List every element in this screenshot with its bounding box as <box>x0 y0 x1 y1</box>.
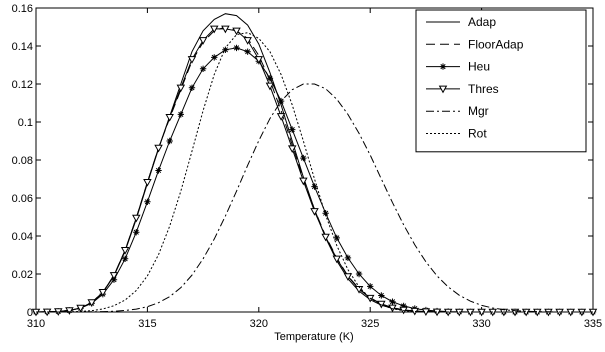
legend-label-rot: Rot <box>468 127 487 141</box>
data-point <box>299 177 308 186</box>
data-point <box>87 299 96 307</box>
data-point <box>120 247 130 255</box>
legend-marker <box>438 85 448 94</box>
y-tick-label: 0 <box>27 307 33 319</box>
data-point <box>333 234 340 242</box>
legend-label-heu: Heu <box>468 60 490 74</box>
data-point <box>143 179 152 187</box>
data-point <box>76 304 85 313</box>
series-thres <box>31 25 598 317</box>
data-point <box>109 272 119 280</box>
data-point <box>322 210 329 217</box>
legend-label-adap: Adap <box>468 15 496 29</box>
data-point <box>289 126 296 133</box>
data-point <box>355 270 363 278</box>
legend: Adap FloorAdap Heu Thres Mgr Rot <box>415 9 587 153</box>
data-point <box>211 54 218 61</box>
x-axis-label: Temperature (K) <box>274 331 353 343</box>
data-point <box>222 46 229 53</box>
x-tick-label: 320 <box>250 318 268 330</box>
data-point <box>232 27 241 36</box>
data-point <box>287 145 297 154</box>
data-point <box>266 75 274 82</box>
data-point <box>344 254 352 262</box>
data-point <box>367 283 374 290</box>
x-tick-label: 335 <box>584 318 602 330</box>
legend-box <box>415 9 587 153</box>
y-axis: 0 0.02 0.04 0.06 0.08 0.1 0.12 0.14 0.16 <box>12 3 593 319</box>
data-point <box>209 25 219 34</box>
data-point <box>332 255 342 264</box>
data-point <box>121 255 129 262</box>
data-point <box>377 300 386 309</box>
data-point <box>166 137 173 145</box>
data-point <box>400 302 407 310</box>
data-point <box>244 48 251 55</box>
y-tick-label: 0.1 <box>18 117 33 129</box>
x-axis: 310 315 320 325 330 335 <box>27 8 602 330</box>
data-point <box>378 292 385 299</box>
legend-label-mgr: Mgr <box>468 104 489 118</box>
data-point <box>165 114 174 122</box>
data-point <box>155 167 162 174</box>
data-point <box>187 56 197 64</box>
legend-label-flooradap: FloorAdap <box>468 37 524 51</box>
data-point <box>133 229 140 236</box>
data-point <box>154 144 163 153</box>
x-tick-label: 310 <box>27 318 45 330</box>
series-line-mgr <box>36 83 593 313</box>
data-point <box>321 233 330 242</box>
series-mgr <box>36 83 593 313</box>
data-point <box>254 56 264 64</box>
data-point <box>276 113 286 121</box>
data-point <box>311 183 318 190</box>
data-point <box>221 25 230 34</box>
data-point <box>300 154 307 162</box>
y-tick-label: 0.04 <box>12 231 33 243</box>
data-point <box>198 37 208 45</box>
y-tick-label: 0.08 <box>12 155 33 167</box>
data-point <box>98 289 108 297</box>
data-point <box>389 298 396 305</box>
data-point <box>265 82 275 91</box>
series-layer <box>31 13 598 317</box>
x-tick-label: 330 <box>472 318 490 330</box>
series-rot <box>36 32 593 313</box>
data-point <box>132 214 141 223</box>
data-point <box>233 44 240 52</box>
data-point <box>144 198 151 205</box>
data-point <box>177 111 185 118</box>
data-point <box>199 65 207 72</box>
data-point <box>343 273 353 281</box>
y-tick-label: 0.12 <box>12 79 33 91</box>
data-point <box>388 304 397 313</box>
series-line-rot <box>36 32 593 313</box>
data-point <box>243 37 252 45</box>
y-tick-label: 0.02 <box>12 269 33 281</box>
data-point <box>176 84 186 93</box>
data-point <box>188 84 196 91</box>
legend-marker <box>439 63 447 70</box>
y-tick-label: 0.14 <box>12 41 33 53</box>
legend-label-thres: Thres <box>468 82 499 96</box>
data-point <box>65 307 74 315</box>
x-tick-label: 315 <box>138 318 156 330</box>
y-tick-label: 0.16 <box>12 3 33 15</box>
x-tick-label: 325 <box>361 318 379 330</box>
y-tick-label: 0.06 <box>12 193 33 205</box>
data-point <box>310 208 319 216</box>
